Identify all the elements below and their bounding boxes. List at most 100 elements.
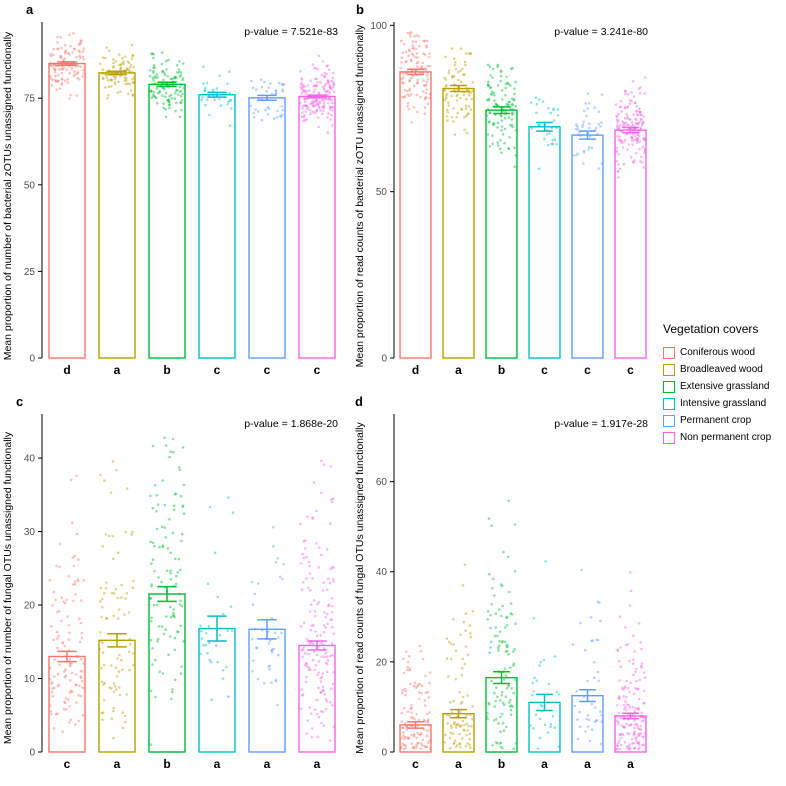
error-bars-group [407, 68, 639, 140]
legend-swatch-intensive-grassland [663, 397, 675, 410]
y-tick-label: 0 [29, 354, 35, 365]
bar [148, 83, 186, 359]
bar [528, 126, 561, 359]
legend-label: Extensive grassland [680, 381, 770, 392]
bars-group [48, 62, 336, 359]
y-tick-label: 75 [24, 94, 36, 105]
legend-item-intensive-grassland: Intensive grassland [663, 395, 786, 412]
significance-letter: c [264, 363, 271, 377]
y-tick-label: 50 [376, 187, 388, 198]
bar [98, 72, 136, 359]
jitter-points-group [399, 499, 647, 751]
significance-letter: a [627, 757, 634, 771]
panel-a-pvalue: p-value = 7.521e-83 [244, 26, 338, 38]
significance-letter: c [541, 363, 548, 377]
bars-group [399, 71, 647, 359]
bars-group [48, 593, 336, 753]
significance-letter: a [455, 363, 462, 377]
bar [442, 87, 475, 359]
significance-letter: b [498, 757, 505, 771]
panel-d: d Mean proportion of read counts of fung… [352, 392, 662, 786]
significance-letter: d [63, 363, 70, 377]
jitter-points-group [399, 31, 647, 179]
legend-item-extensive-grassland: Extensive grassland [663, 378, 786, 395]
significance-letter: c [314, 363, 321, 377]
legend-label: Non permanent crop [680, 432, 772, 443]
panel-c-y-axis-label: Mean proportion of number of fungal OTUs… [2, 431, 14, 745]
y-tick-label: 40 [376, 567, 388, 578]
panel-label-d: d [355, 394, 363, 409]
legend-label: Coniferous wood [680, 347, 756, 358]
jitter-points-group [48, 436, 336, 746]
error-bars-group [57, 61, 327, 102]
y-tick-label: 10 [24, 674, 36, 685]
bar [48, 655, 86, 753]
y-axis-ticks: 0 10 20 30 40 [24, 454, 42, 759]
bar [248, 628, 286, 753]
significance-letter: c [64, 757, 71, 771]
y-tick-label: 0 [381, 748, 387, 759]
legend-item-non-permanent-crop: Non permanent crop [663, 429, 786, 446]
significance-letter: d [412, 363, 419, 377]
significance-letter: a [214, 757, 221, 771]
y-axis-ticks: 0 25 50 75 [24, 94, 42, 365]
legend-swatch-permanent-crop [663, 414, 675, 427]
y-tick-label: 0 [29, 748, 35, 759]
panel-b-y-axis-label: Mean proportion of read counts of bacter… [354, 24, 366, 368]
bar [399, 71, 432, 359]
legend: Vegetation covers Coniferous wood Broadl… [663, 322, 786, 446]
y-axis-ticks: 0 50 100 [370, 21, 394, 365]
significance-letter: b [163, 363, 170, 377]
y-tick-label: 100 [370, 21, 387, 32]
significance-letter: a [114, 363, 121, 377]
y-tick-label: 20 [376, 657, 388, 668]
panel-label-c: c [16, 394, 24, 409]
panel-label-b: b [356, 2, 364, 17]
panel-d-pvalue: p-value = 1.917e-28 [554, 418, 648, 430]
legend-swatch-coniferous-wood [663, 346, 675, 359]
panel-a-plot: 0 25 50 75 d a b c c c [24, 22, 336, 377]
y-tick-label: 50 [24, 180, 36, 191]
significance-letter: a [114, 757, 121, 771]
bar [198, 627, 236, 753]
bar [298, 95, 336, 359]
significance-letter: c [214, 363, 221, 377]
legend-label: Permanent crop [680, 415, 752, 426]
bars-group [399, 676, 647, 753]
panel-a: a Mean proportion of number of bacterial… [0, 0, 352, 392]
panel-c: c Mean proportion of number of fungal OT… [0, 392, 352, 786]
bar [399, 724, 432, 753]
legend-label: Intensive grassland [680, 398, 767, 409]
legend-label: Broadleaved wood [680, 364, 763, 375]
significance-letter: c [412, 757, 419, 771]
significance-letter: a [314, 757, 321, 771]
bar [98, 639, 136, 753]
bar [614, 129, 647, 359]
panel-b: b Mean proportion of read counts of bact… [352, 0, 662, 392]
legend-swatch-extensive-grassland [663, 380, 675, 393]
significance-letter: a [264, 757, 271, 771]
error-bars-group [57, 585, 327, 663]
jitter-points-group [48, 32, 336, 134]
bar [198, 94, 236, 359]
legend-item-coniferous-wood: Coniferous wood [663, 344, 786, 361]
legend-swatch-broadleaved-wood [663, 363, 675, 376]
y-tick-label: 60 [376, 477, 388, 488]
panel-c-plot: 0 10 20 30 40 c a b a a a [24, 414, 336, 771]
y-tick-label: 0 [381, 354, 387, 365]
panel-b-pvalue: p-value = 3.241e-80 [554, 26, 648, 38]
panel-a-y-axis-label: Mean proportion of number of bacterial z… [2, 31, 14, 361]
y-tick-label: 40 [24, 454, 36, 465]
y-tick-label: 20 [24, 601, 36, 612]
bar [442, 712, 475, 753]
significance-letter: a [541, 757, 548, 771]
error-bars-group [407, 671, 639, 729]
bar [571, 694, 604, 753]
panel-d-plot: 0 20 40 60 c a b a a a [376, 414, 647, 771]
panel-d-y-axis-label: Mean proportion of read counts of fungal… [354, 422, 366, 754]
